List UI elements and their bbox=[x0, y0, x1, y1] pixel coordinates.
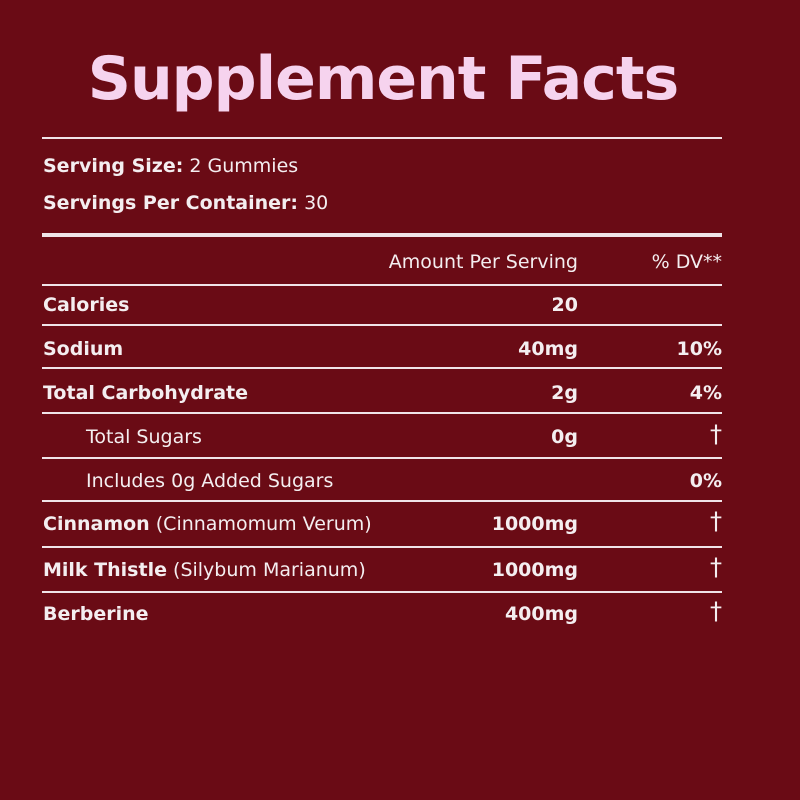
rule bbox=[42, 324, 722, 326]
name: Milk Thistle bbox=[43, 559, 167, 581]
row-name: Milk Thistle (Silybum Marianum) bbox=[43, 558, 366, 582]
row-amount: 0g bbox=[551, 426, 578, 448]
rule bbox=[42, 412, 722, 414]
value: 2 Gummies bbox=[189, 155, 299, 177]
rule bbox=[42, 367, 722, 369]
row-name: Sodium bbox=[43, 338, 124, 360]
rule bbox=[42, 457, 722, 459]
row-dv: † bbox=[710, 553, 722, 581]
label: Serving Size: bbox=[43, 155, 184, 177]
rule bbox=[42, 137, 722, 139]
rule bbox=[42, 546, 722, 548]
row-name: Total Sugars bbox=[86, 426, 202, 448]
row-amount: 40mg bbox=[518, 338, 578, 360]
row-amount: 1000mg bbox=[491, 559, 578, 581]
row-name: Calories bbox=[43, 294, 130, 316]
row-name: Includes 0g Added Sugars bbox=[86, 470, 334, 492]
value: 30 bbox=[304, 192, 329, 214]
title: Supplement Facts bbox=[87, 44, 680, 114]
label: Servings Per Container: bbox=[43, 192, 299, 214]
header-amount: Amount Per Serving bbox=[388, 251, 578, 273]
rule bbox=[42, 591, 722, 593]
row-amount: 1000mg bbox=[491, 513, 578, 535]
row-name: Total Carbohydrate bbox=[43, 382, 248, 404]
row-dv: 4% bbox=[689, 382, 722, 404]
row-dv: † bbox=[710, 420, 722, 448]
row-dv: † bbox=[710, 507, 722, 535]
servings-per-container: Servings Per Container: 30 bbox=[43, 191, 328, 215]
rule bbox=[42, 233, 722, 237]
row-amount: 20 bbox=[551, 294, 578, 316]
detail: (Silybum Marianum) bbox=[173, 559, 366, 581]
serving-size: Serving Size: 2 Gummies bbox=[43, 154, 298, 178]
name: Cinnamon bbox=[43, 513, 150, 535]
rule bbox=[42, 284, 722, 286]
row-amount: 2g bbox=[551, 382, 578, 404]
rule bbox=[42, 500, 722, 502]
row-name: Cinnamon (Cinnamomum Verum) bbox=[43, 512, 372, 536]
row-dv: 10% bbox=[676, 338, 722, 360]
row-name: Berberine bbox=[43, 603, 149, 625]
row-amount: 400mg bbox=[504, 603, 578, 625]
row-dv: † bbox=[710, 597, 722, 625]
header-dv: % DV** bbox=[651, 251, 722, 273]
detail: (Cinnamomum Verum) bbox=[155, 513, 372, 535]
row-dv: 0% bbox=[689, 470, 722, 492]
